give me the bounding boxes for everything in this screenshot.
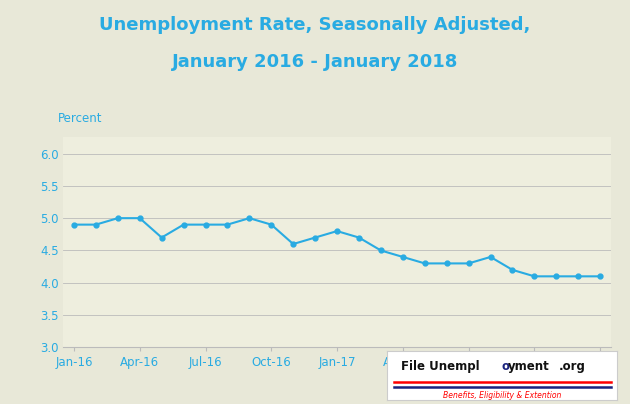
Text: Percent: Percent [57,112,102,125]
Text: January 2016 - January 2018: January 2016 - January 2018 [172,53,458,71]
Text: Benefits, Eligibility & Extention: Benefits, Eligibility & Extention [444,391,561,400]
Text: o: o [501,360,509,373]
Text: Unemployment Rate, Seasonally Adjusted,: Unemployment Rate, Seasonally Adjusted, [100,16,530,34]
Text: File Unempl: File Unempl [401,360,480,373]
Text: yment: yment [508,360,550,373]
Text: .org: .org [559,360,586,373]
